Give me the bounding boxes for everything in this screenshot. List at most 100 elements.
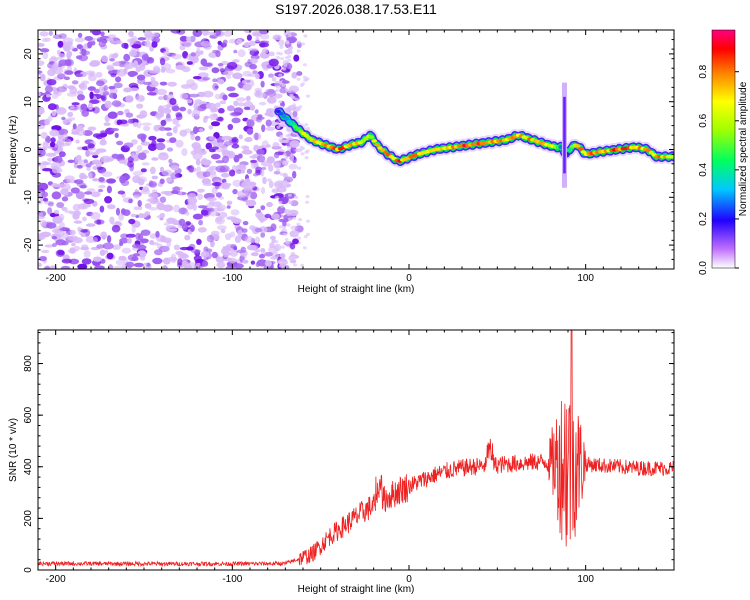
noise-blob xyxy=(200,209,209,216)
noise-blob xyxy=(139,110,148,118)
noise-blob xyxy=(159,196,167,203)
noise-blob xyxy=(98,40,107,48)
noise-blob xyxy=(100,95,106,101)
noise-blob xyxy=(256,149,265,155)
noise-blob xyxy=(55,183,66,188)
noise-blob xyxy=(292,170,297,179)
noise-blob xyxy=(202,76,211,81)
noise-blob xyxy=(93,88,101,94)
noise-blob xyxy=(181,148,188,157)
noise-blob xyxy=(215,50,221,58)
noise-blob xyxy=(41,191,49,198)
noise-blob xyxy=(85,163,92,168)
noise-blob xyxy=(77,94,85,101)
noise-blob xyxy=(211,146,219,150)
noise-blob xyxy=(289,140,300,148)
noise-blob xyxy=(116,69,127,77)
noise-blob xyxy=(52,67,63,74)
noise-blob xyxy=(183,39,192,48)
noise-blob xyxy=(260,248,266,253)
noise-blob xyxy=(268,73,274,78)
noise-blob xyxy=(302,246,307,250)
noise-blob xyxy=(177,258,183,266)
noise-blob xyxy=(131,44,142,49)
noise-blob xyxy=(296,222,301,226)
noise-blob xyxy=(38,256,47,262)
noise-blob xyxy=(85,149,91,157)
noise-blob xyxy=(137,37,147,41)
noise-blob xyxy=(73,210,81,216)
noise-blob xyxy=(236,249,247,254)
noise-blob xyxy=(276,85,280,89)
noise-blob xyxy=(151,32,160,38)
noise-blob xyxy=(42,168,53,172)
noise-blob xyxy=(99,130,107,138)
noise-blob xyxy=(192,109,201,117)
noise-blob xyxy=(244,236,254,243)
ridge-point xyxy=(284,117,290,121)
noise-blob xyxy=(193,145,202,154)
noise-blob xyxy=(239,164,245,169)
noise-blob xyxy=(106,252,114,260)
y-tick-label: 0 xyxy=(23,567,34,573)
noise-blob xyxy=(106,178,116,184)
noise-blob xyxy=(136,103,144,109)
noise-blob xyxy=(212,182,222,187)
noise-blob xyxy=(274,34,279,38)
noise-blob xyxy=(111,53,118,59)
noise-blob xyxy=(203,115,210,120)
signal-ridge xyxy=(272,82,674,188)
noise-blob xyxy=(292,103,297,107)
noise-blob xyxy=(75,55,83,60)
noise-blob xyxy=(111,153,120,159)
noise-blob xyxy=(276,168,281,172)
ridge-point xyxy=(566,148,573,152)
noise-blob xyxy=(124,62,130,71)
noise-blob xyxy=(141,162,150,166)
noise-blob xyxy=(212,78,218,83)
noise-blob xyxy=(215,192,223,198)
noise-blob xyxy=(254,132,259,141)
noise-blob xyxy=(200,58,208,66)
noise-blob xyxy=(260,80,265,88)
noise-blob xyxy=(269,242,275,249)
noise-blob xyxy=(81,109,89,117)
noise-blob xyxy=(294,148,303,153)
noise-blob xyxy=(172,105,180,112)
noise-blob xyxy=(78,83,85,89)
noise-blob xyxy=(231,143,240,149)
noise-blob xyxy=(54,209,60,215)
noise-blob xyxy=(275,94,280,98)
noise-blob xyxy=(244,187,250,196)
noise-blob xyxy=(250,252,259,257)
noise-blob xyxy=(153,124,160,132)
noise-blob xyxy=(172,126,178,134)
noise-blob xyxy=(39,219,47,227)
noise-blob xyxy=(42,141,49,149)
noise-blob xyxy=(237,49,246,58)
noise-blob xyxy=(88,99,100,104)
noise-blob xyxy=(288,46,292,50)
noise-blob xyxy=(195,158,201,166)
noise-blob xyxy=(139,255,146,261)
noise-blob xyxy=(194,259,203,263)
noise-blob xyxy=(98,184,106,189)
colorbar-ticks: 0.0 0.2 0.4 0.6 0.8 xyxy=(698,64,739,275)
noise-blob xyxy=(99,139,107,146)
noise-blob xyxy=(298,217,303,222)
noise-blob xyxy=(51,147,58,151)
noise-blob xyxy=(51,191,62,200)
noise-blob xyxy=(39,48,50,53)
noise-blob xyxy=(256,209,262,213)
noise-blob xyxy=(284,49,293,55)
noise-blob xyxy=(136,120,142,129)
colorbar-gradient xyxy=(711,29,736,269)
noise-blob xyxy=(136,74,146,81)
noise-blob xyxy=(101,171,113,178)
noise-blob xyxy=(232,217,242,225)
noise-blob xyxy=(287,89,292,93)
noise-blob xyxy=(246,119,255,128)
noise-blob xyxy=(235,97,247,102)
noise-blob xyxy=(232,263,244,269)
noise-blob xyxy=(146,92,157,96)
